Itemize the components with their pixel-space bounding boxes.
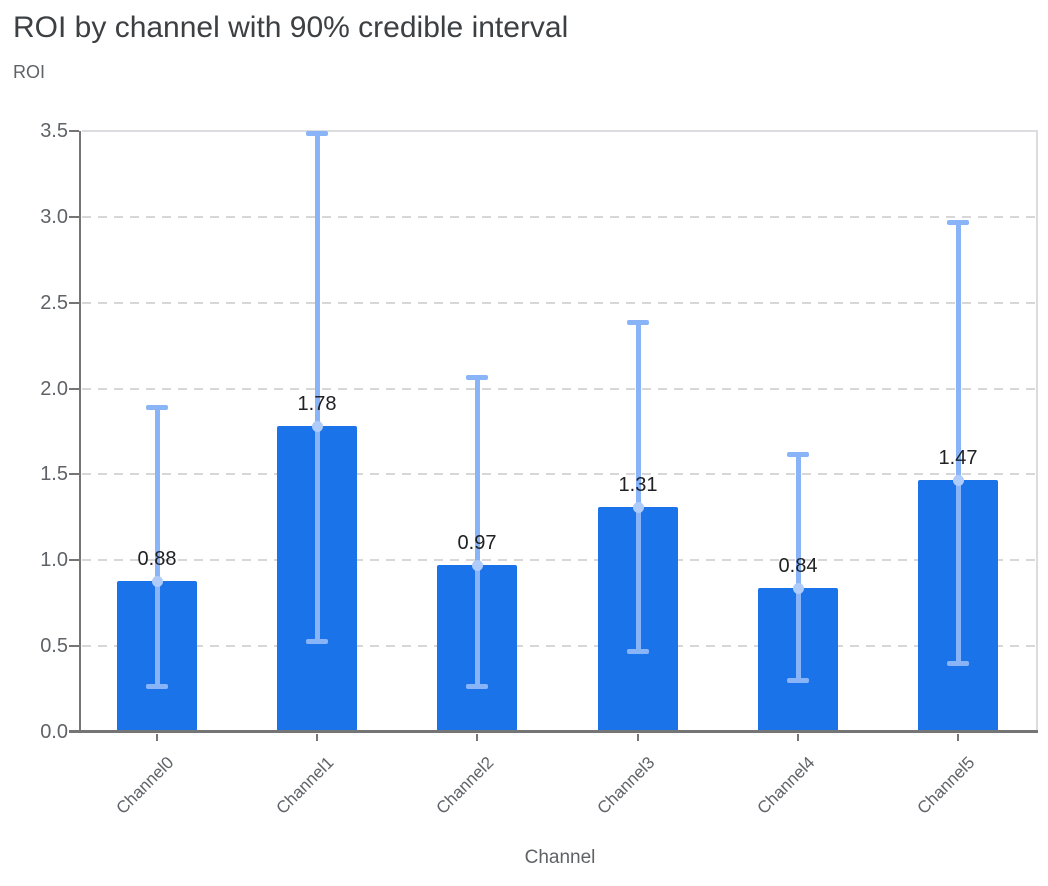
y-axis-tick [69, 559, 79, 561]
gridline [82, 388, 1038, 390]
error-bar-cap-top [146, 405, 168, 410]
y-axis-tick [69, 130, 79, 132]
error-bar-cap-bottom [947, 661, 969, 666]
y-axis-tick [69, 302, 79, 304]
error-bar [155, 407, 160, 685]
gridline [82, 216, 1038, 218]
y-tick-label: 1.5 [40, 463, 68, 485]
gridline [82, 559, 1038, 561]
y-axis-tick [69, 473, 79, 475]
error-bar-cap-bottom [306, 639, 328, 644]
y-axis-title: ROI [13, 62, 46, 82]
x-axis-tick [156, 734, 158, 741]
error-bar [475, 377, 480, 686]
y-axis-tick [69, 388, 79, 390]
error-bar-cap-top [947, 220, 969, 225]
error-bar-cap-bottom [627, 649, 649, 654]
error-bar-cap-bottom [466, 684, 488, 689]
gridline [82, 302, 1038, 304]
y-axis-line [79, 131, 81, 733]
value-label: 1.47 [938, 447, 978, 469]
x-tick-label: Channel0 [112, 752, 178, 818]
y-tick-label: 2.5 [40, 292, 68, 314]
y-axis-tick [69, 216, 79, 218]
x-axis-line [69, 730, 1038, 733]
error-bar [636, 322, 641, 652]
error-bar-cap-top [787, 452, 809, 457]
y-axis-tick [69, 645, 79, 647]
value-label: 1.31 [618, 474, 658, 496]
x-tick-label: Channel2 [432, 752, 498, 818]
x-axis-tick [637, 734, 639, 741]
x-tick-label: Channel1 [272, 752, 338, 818]
error-bar-dot [953, 475, 964, 486]
value-label: 1.78 [297, 393, 337, 415]
x-axis-tick [797, 734, 799, 741]
error-bar-dot [152, 576, 163, 587]
value-label: 0.88 [137, 548, 177, 570]
error-bar-cap-top [306, 131, 328, 136]
x-axis-tick [957, 734, 959, 741]
error-bar-dot [312, 421, 323, 432]
error-bar-dot [793, 583, 804, 594]
error-bar-dot [472, 560, 483, 571]
gridline [82, 645, 1038, 647]
error-bar-cap-bottom [787, 678, 809, 683]
y-tick-label: 3.0 [40, 206, 68, 228]
value-label: 0.97 [457, 532, 497, 554]
error-bar-dot [633, 502, 644, 513]
x-axis-title: Channel [524, 847, 596, 868]
x-tick-label: Channel4 [753, 752, 819, 818]
y-tick-label: 1.0 [40, 549, 68, 571]
error-bar [315, 133, 320, 641]
error-bar-cap-bottom [146, 684, 168, 689]
y-tick-label: 0.5 [40, 635, 68, 657]
y-tick-label: 0.0 [40, 721, 68, 743]
x-axis-tick [316, 734, 318, 741]
gridline [82, 473, 1038, 475]
x-axis-tick [476, 734, 478, 741]
error-bar-cap-top [466, 375, 488, 380]
value-label: 0.84 [778, 555, 818, 577]
error-bar-cap-top [627, 320, 649, 325]
y-tick-label: 2.0 [40, 378, 68, 400]
gridline [82, 130, 1038, 132]
error-bar [956, 222, 961, 663]
error-bar [796, 454, 801, 681]
chart-title: ROI by channel with 90% credible interva… [13, 11, 569, 44]
plot-right-border [1036, 131, 1038, 732]
x-tick-label: Channel5 [913, 752, 979, 818]
x-tick-label: Channel3 [593, 752, 659, 818]
y-tick-label: 3.5 [40, 120, 68, 142]
